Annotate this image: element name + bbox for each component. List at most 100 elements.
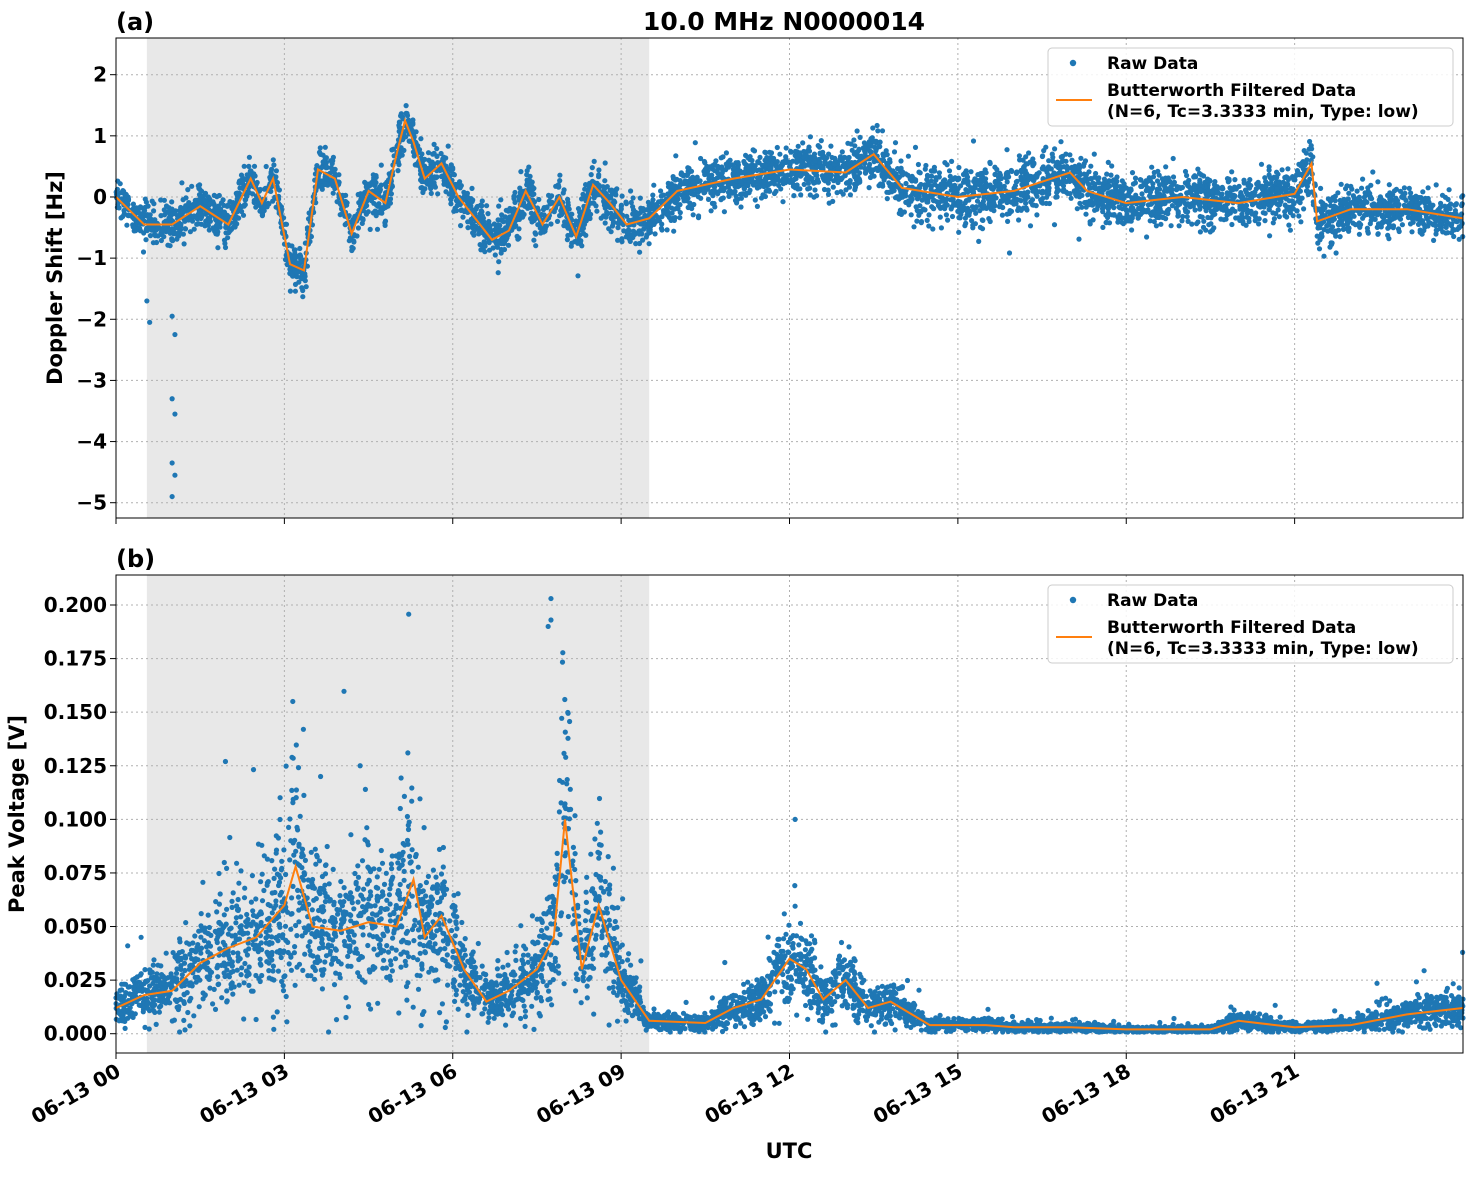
raw-point (404, 103, 409, 108)
raw-point (1425, 216, 1430, 221)
raw-point (1434, 182, 1439, 187)
raw-point (1121, 187, 1126, 192)
raw-point (1032, 174, 1037, 179)
raw-point (898, 158, 903, 163)
raw-point (728, 158, 733, 163)
panel-a-ylabel: Doppler Shift [Hz] (43, 171, 67, 385)
raw-point (1052, 146, 1057, 151)
raw-point (791, 183, 796, 188)
raw-point (1189, 222, 1194, 227)
raw-point (1243, 188, 1248, 193)
raw-point (948, 183, 953, 188)
raw-point (1395, 198, 1400, 203)
raw-point (1038, 197, 1043, 202)
raw-point (1347, 218, 1352, 223)
raw-point (880, 128, 885, 133)
raw-point (517, 186, 522, 191)
raw-point (1129, 219, 1134, 224)
raw-point (831, 185, 836, 190)
raw-point (1169, 223, 1174, 228)
raw-point (924, 199, 929, 204)
raw-point (1326, 221, 1331, 226)
raw-point (349, 248, 354, 253)
raw-point (1092, 152, 1097, 157)
raw-point (373, 179, 378, 184)
raw-point (321, 153, 326, 158)
raw-point (829, 155, 834, 160)
raw-point (647, 241, 652, 246)
raw-point (242, 164, 247, 169)
raw-point (1013, 183, 1018, 188)
raw-point (182, 241, 187, 246)
raw-point (364, 184, 369, 189)
raw-point (366, 209, 371, 214)
raw-point (1240, 219, 1245, 224)
raw-point (981, 199, 986, 204)
raw-point (887, 157, 892, 162)
raw-point (299, 285, 304, 290)
raw-point (531, 212, 536, 217)
raw-point (448, 201, 453, 206)
raw-point (1046, 158, 1051, 163)
raw-point (913, 145, 918, 150)
raw-point (162, 207, 167, 212)
raw-point (1073, 192, 1078, 197)
raw-point (1092, 175, 1097, 180)
raw-point (925, 218, 930, 223)
raw-point (820, 165, 825, 170)
raw-point (637, 241, 642, 246)
raw-point (566, 203, 571, 208)
raw-point (1443, 195, 1448, 200)
raw-point (1367, 191, 1372, 196)
raw-point (512, 200, 517, 205)
raw-point (811, 181, 816, 186)
raw-point (1346, 191, 1351, 196)
raw-point (976, 182, 981, 187)
raw-point (1387, 196, 1392, 201)
raw-point (1139, 191, 1144, 196)
raw-point (1410, 216, 1415, 221)
raw-point (179, 180, 184, 185)
raw-point (738, 204, 743, 209)
raw-point (853, 185, 858, 190)
raw-point (174, 232, 179, 237)
raw-point (1201, 225, 1206, 230)
raw-point (991, 208, 996, 213)
raw-point (1040, 166, 1045, 171)
raw-point (1024, 205, 1029, 210)
raw-point (724, 162, 729, 167)
raw-point (149, 228, 154, 233)
raw-point (1050, 152, 1055, 157)
raw-point (442, 181, 447, 186)
raw-point (900, 169, 905, 174)
raw-point (1056, 188, 1061, 193)
raw-point (1009, 209, 1014, 214)
raw-point (375, 189, 380, 194)
raw-point (1139, 184, 1144, 189)
raw-point (371, 172, 376, 177)
raw-point (1338, 234, 1343, 239)
raw-point (949, 159, 954, 164)
raw-point (832, 161, 837, 166)
raw-point (950, 177, 955, 182)
raw-point (1375, 232, 1380, 237)
raw-point (923, 186, 928, 191)
raw-point (1129, 227, 1134, 232)
raw-point (1197, 207, 1202, 212)
raw-point (977, 208, 982, 213)
raw-point (767, 166, 772, 171)
raw-point (857, 178, 862, 183)
raw-point (260, 213, 265, 218)
raw-point (223, 245, 228, 250)
raw-point (1044, 170, 1049, 175)
raw-point (1276, 207, 1281, 212)
raw-point (161, 234, 166, 239)
raw-point (453, 206, 458, 211)
raw-point (1280, 167, 1285, 172)
raw-point (945, 218, 950, 223)
raw-point (531, 238, 536, 243)
raw-point (1413, 203, 1418, 208)
raw-point (1219, 186, 1224, 191)
raw-point (1225, 176, 1230, 181)
raw-point (840, 149, 845, 154)
